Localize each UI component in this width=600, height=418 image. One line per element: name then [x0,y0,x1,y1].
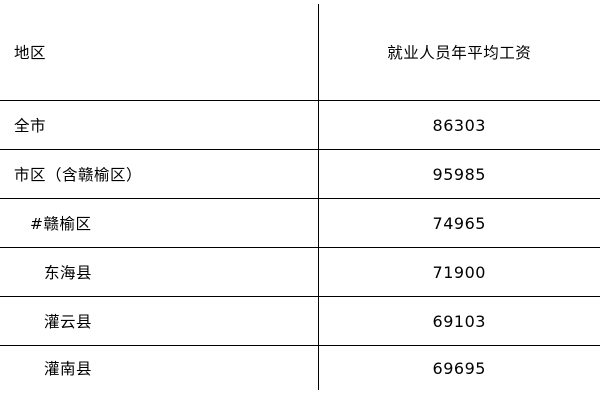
table-row: 全市 86303 [0,100,600,150]
wage-statistics-table: 地区 就业人员年平均工资 全市 86303 市区（含赣榆区） 95985 #赣榆… [0,4,600,390]
cell-wage: 69103 [318,296,600,346]
cell-region: 市区（含赣榆区） [0,149,319,199]
cell-region: 东海县 [0,247,319,297]
table-row: 市区（含赣榆区） 95985 [0,149,600,199]
table-row: 灌云县 69103 [0,296,600,346]
cell-region: #赣榆区 [0,198,319,248]
region-label: #赣榆区 [30,215,92,233]
cell-region: 全市 [0,100,319,150]
region-label: 灌南县 [44,360,93,378]
header-cell-wage: 就业人员年平均工资 [318,4,600,101]
region-label: 全市 [14,117,47,135]
region-label: 东海县 [44,264,93,282]
header-cell-region: 地区 [0,4,319,101]
cell-wage: 69695 [318,345,600,390]
cell-wage: 74965 [318,198,600,248]
cell-wage: 71900 [318,247,600,297]
table-row: #赣榆区 74965 [0,198,600,248]
table-body: 地区 就业人员年平均工资 全市 86303 市区（含赣榆区） 95985 #赣榆… [0,4,600,390]
table-row: 灌南县 69695 [0,345,600,390]
cell-region: 灌云县 [0,296,319,346]
region-label: 灌云县 [44,313,93,331]
table-row: 东海县 71900 [0,247,600,297]
region-label: 市区（含赣榆区） [14,166,143,184]
cell-wage: 95985 [318,149,600,199]
cell-region: 灌南县 [0,345,319,390]
table-header-row: 地区 就业人员年平均工资 [0,4,600,101]
cell-wage: 86303 [318,100,600,150]
